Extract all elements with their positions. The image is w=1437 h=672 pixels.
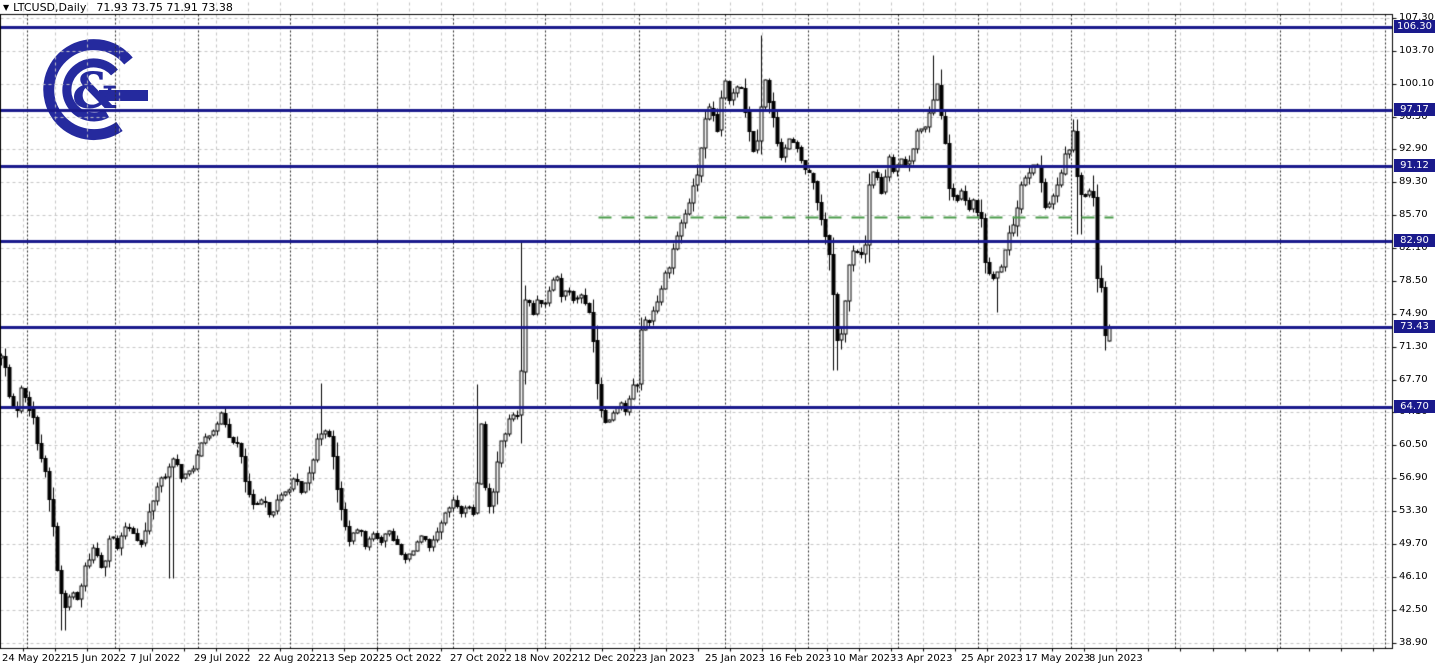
price-tick-label: 42.50 xyxy=(1399,603,1428,615)
price-tick-label: 53.30 xyxy=(1399,505,1428,517)
date-tick-label: 13 Sep 2022 xyxy=(322,653,386,664)
date-tick-label: 27 Oct 2022 xyxy=(450,653,512,664)
symbol-period-label: LTCUSD,Daily xyxy=(13,0,87,14)
price-tick-label: 107.30 xyxy=(1399,11,1434,23)
date-tick-label: 22 Aug 2022 xyxy=(258,653,323,664)
date-tick-label: 17 May 2023 xyxy=(1025,653,1091,664)
date-tick-label: 3 Jan 2023 xyxy=(641,653,695,664)
price-tick-label: 89.30 xyxy=(1399,176,1428,188)
date-tick-label: 29 Jul 2022 xyxy=(194,653,251,664)
time-axis[interactable]: 24 May 2022 15 Jun 2022 7 Jul 2022 29 Jul 2… xyxy=(0,650,1393,672)
ohlc-quote-label: 71.93 73.75 71.91 73.38 xyxy=(96,0,233,14)
price-tick-label: 67.70 xyxy=(1399,373,1428,385)
price-axis[interactable]: 107.30103.70100.1096.5092.9089.3085.7082… xyxy=(1393,0,1437,672)
date-tick-label: 15 Jun 2022 xyxy=(66,653,127,664)
date-tick-label: 8 Jun 2023 xyxy=(1089,653,1143,664)
date-tick-label: 24 May 2022 xyxy=(2,653,68,664)
price-level-tag: 82.90 xyxy=(1394,233,1435,247)
price-tick-label: 49.70 xyxy=(1399,538,1428,550)
price-tick-label: 46.10 xyxy=(1399,570,1428,582)
symbol-dropdown-arrow-icon[interactable]: ▼ xyxy=(3,2,10,12)
price-tick-label: 103.70 xyxy=(1399,44,1434,56)
price-tick-label: 56.90 xyxy=(1399,472,1428,484)
price-level-tag: 106.30 xyxy=(1394,20,1435,33)
price-tick-label: 71.30 xyxy=(1399,340,1428,352)
price-level-tag: 64.70 xyxy=(1394,400,1435,414)
price-level-tag: 73.43 xyxy=(1394,320,1435,334)
price-tick-label: 38.90 xyxy=(1399,636,1428,648)
date-tick-label: 25 Apr 2023 xyxy=(961,653,1023,664)
price-tick-label: 60.50 xyxy=(1399,439,1428,451)
date-tick-label: 12 Dec 2022 xyxy=(578,653,642,664)
price-level-tag: 97.17 xyxy=(1394,103,1435,117)
date-tick-label: 3 Apr 2023 xyxy=(897,653,953,664)
date-tick-label: 5 Oct 2022 xyxy=(386,653,442,664)
price-tick-label: 78.50 xyxy=(1399,274,1428,286)
price-level-tag: 91.12 xyxy=(1394,158,1435,172)
price-tick-label: 100.10 xyxy=(1399,77,1434,89)
date-tick-label: 18 Nov 2022 xyxy=(514,653,579,664)
date-tick-label: 7 Jul 2022 xyxy=(130,653,181,664)
price-tick-label: 85.70 xyxy=(1399,209,1428,221)
date-tick-label: 10 Mar 2023 xyxy=(833,653,897,664)
date-tick-label: 16 Feb 2023 xyxy=(769,653,832,664)
price-tick-label: 74.90 xyxy=(1399,307,1428,319)
price-tick-label: 82.10 xyxy=(1399,242,1428,254)
date-tick-label: 25 Jan 2023 xyxy=(705,653,765,664)
price-tick-label: 92.90 xyxy=(1399,143,1428,155)
chart-title-bar: ▼ LTCUSD,Daily 71.93 73.75 71.91 73.38 xyxy=(3,0,233,14)
